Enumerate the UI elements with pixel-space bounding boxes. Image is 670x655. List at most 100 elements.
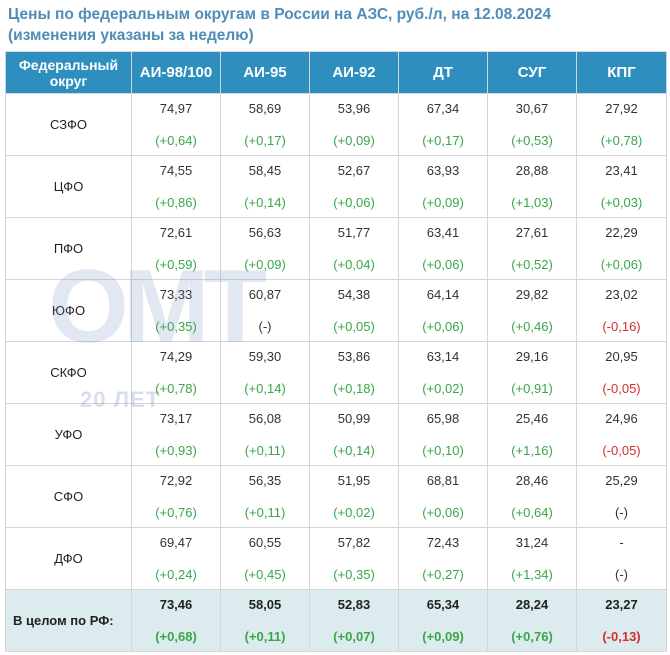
price-cell: 23,41 (+0,03) — [576, 155, 667, 218]
price-cell: 68,81 (+0,06) — [398, 465, 488, 528]
price-cell: 56,35 (+0,11) — [220, 465, 310, 528]
price-cell: 56,63 (+0,09) — [220, 217, 310, 280]
weekly-change: (-) — [615, 566, 628, 582]
price-value: 60,55 — [248, 534, 282, 550]
weekly-change: (+0,03) — [600, 194, 643, 210]
price-value: 28,88 — [515, 162, 549, 178]
weekly-change: (+0,64) — [155, 132, 197, 148]
price-value: 25,46 — [515, 410, 549, 426]
price-cell: 54,38 (+0,05) — [309, 279, 399, 342]
price-cell: 65,98 (+0,10) — [398, 403, 488, 466]
price-value: 53,96 — [337, 100, 371, 116]
price-value: 56,08 — [248, 410, 282, 426]
price-value: 67,34 — [426, 100, 460, 116]
weekly-change: (+0,10) — [422, 442, 464, 458]
price-cell: 53,86 (+0,18) — [309, 341, 399, 404]
weekly-change: (+0,06) — [600, 256, 643, 272]
price-value: 59,30 — [248, 348, 282, 364]
price-cell: 65,34 (+0,09) — [398, 589, 488, 652]
price-value: 24,96 — [605, 410, 638, 426]
price-value: 74,55 — [159, 162, 193, 178]
weekly-change: (+0,76) — [511, 628, 553, 644]
price-cell: 30,67 (+0,53) — [487, 93, 577, 156]
region-cell: СКФО — [5, 341, 132, 404]
price-cell: 74,97 (+0,64) — [131, 93, 221, 156]
weekly-change: (+0,14) — [244, 194, 286, 210]
weekly-change: (+0,11) — [244, 628, 286, 644]
price-cell: 57,82 (+0,35) — [309, 527, 399, 590]
price-cell: 29,16 (+0,91) — [487, 341, 577, 404]
price-cell: 69,47 (+0,24) — [131, 527, 221, 590]
weekly-change: (+0,06) — [333, 194, 375, 210]
price-cell: 72,61 (+0,59) — [131, 217, 221, 280]
header-sug: СУГ — [487, 51, 577, 94]
price-value: 69,47 — [159, 534, 193, 550]
weekly-change: (+0,45) — [244, 566, 286, 582]
price-value: 60,87 — [248, 286, 282, 302]
table-header-row: Федеральный округ АИ-98/100 АИ-95 АИ-92 … — [5, 51, 667, 94]
price-cell: 52,67 (+0,06) — [309, 155, 399, 218]
price-cell: 27,61 (+0,52) — [487, 217, 577, 280]
weekly-change: (+0,09) — [333, 132, 375, 148]
price-cell: 28,46 (+0,64) — [487, 465, 577, 528]
price-cell: 23,02 (-0,16) — [576, 279, 667, 342]
price-value: 72,43 — [426, 534, 460, 550]
price-cell: 63,93 (+0,09) — [398, 155, 488, 218]
weekly-change: (+0,59) — [155, 256, 197, 272]
weekly-change: (+0,86) — [155, 194, 197, 210]
region-cell: СЗФО — [5, 93, 132, 156]
weekly-change: (+0,17) — [244, 132, 286, 148]
weekly-change: (+0,11) — [244, 442, 286, 458]
table-row: СКФО 74,29 (+0,78) 59,30 (+0,14) 53,86 (+0,18)… — [5, 341, 667, 404]
price-value: 65,98 — [426, 410, 460, 426]
price-value: 31,24 — [515, 534, 549, 550]
weekly-change: (+0,11) — [244, 504, 286, 520]
price-value: 52,83 — [337, 596, 371, 612]
price-value: 63,93 — [426, 162, 460, 178]
weekly-change: (+1,34) — [511, 566, 553, 582]
table-row: СЗФО 74,97 (+0,64) 58,69 (+0,17) 53,96 (+0,09)… — [5, 93, 667, 156]
weekly-change: (+0,09) — [244, 256, 286, 272]
table-row: ЮФО 73,33 (+0,35) 60,87 (-) 54,38 (+0,05) 64,14… — [5, 279, 667, 342]
price-value: 58,45 — [248, 162, 282, 178]
title-line-1: Цены по федеральным округам в России на … — [8, 6, 552, 23]
weekly-change: (+0,52) — [511, 256, 553, 272]
weekly-change: (-0,05) — [602, 380, 641, 396]
price-cell: 28,88 (+1,03) — [487, 155, 577, 218]
region-cell: СФО — [5, 465, 132, 528]
weekly-change: (+0,09) — [422, 628, 464, 644]
weekly-change: (+1,16) — [511, 442, 553, 458]
price-cell: 74,55 (+0,86) — [131, 155, 221, 218]
page-title: Цены по федеральным округам в России на … — [8, 4, 658, 46]
weekly-change: (+0,18) — [333, 380, 375, 396]
price-cell: 52,83 (+0,07) — [309, 589, 399, 652]
header-dt: ДТ — [398, 51, 488, 94]
weekly-change: (+0,06) — [422, 318, 464, 334]
weekly-change: (+0,09) — [422, 194, 464, 210]
price-value: 64,14 — [426, 286, 460, 302]
weekly-change: (+0,14) — [244, 380, 286, 396]
weekly-change: (+0,07) — [333, 628, 375, 644]
region-cell: ДФО — [5, 527, 132, 590]
price-cell: 22,29 (+0,06) — [576, 217, 667, 280]
weekly-change: (+1,03) — [511, 194, 553, 210]
price-value: 30,67 — [515, 100, 549, 116]
price-cell: 58,05 (+0,11) — [220, 589, 310, 652]
weekly-change: (+0,24) — [155, 566, 197, 582]
price-cell: 73,46 (+0,68) — [131, 589, 221, 652]
price-value: 28,24 — [515, 596, 549, 612]
price-value: 23,02 — [605, 286, 638, 302]
table-row: ДФО 69,47 (+0,24) 60,55 (+0,45) 57,82 (+0,35) 7… — [5, 527, 667, 590]
weekly-change: (+0,53) — [511, 132, 553, 148]
price-cell: 20,95 (-0,05) — [576, 341, 667, 404]
price-cell: 50,99 (+0,14) — [309, 403, 399, 466]
price-value: 29,16 — [515, 348, 549, 364]
region-cell: ПФО — [5, 217, 132, 280]
weekly-change: (+0,35) — [333, 566, 375, 582]
price-cell: 64,14 (+0,06) — [398, 279, 488, 342]
weekly-change: (+0,93) — [155, 442, 197, 458]
weekly-change: (+0,17) — [422, 132, 464, 148]
title-line-2: (изменения указаны за неделю) — [8, 27, 254, 44]
price-cell: 31,24 (+1,34) — [487, 527, 577, 590]
table-row: УФО 73,17 (+0,93) 56,08 (+0,11) 50,99 (+0,14) 6… — [5, 403, 667, 466]
